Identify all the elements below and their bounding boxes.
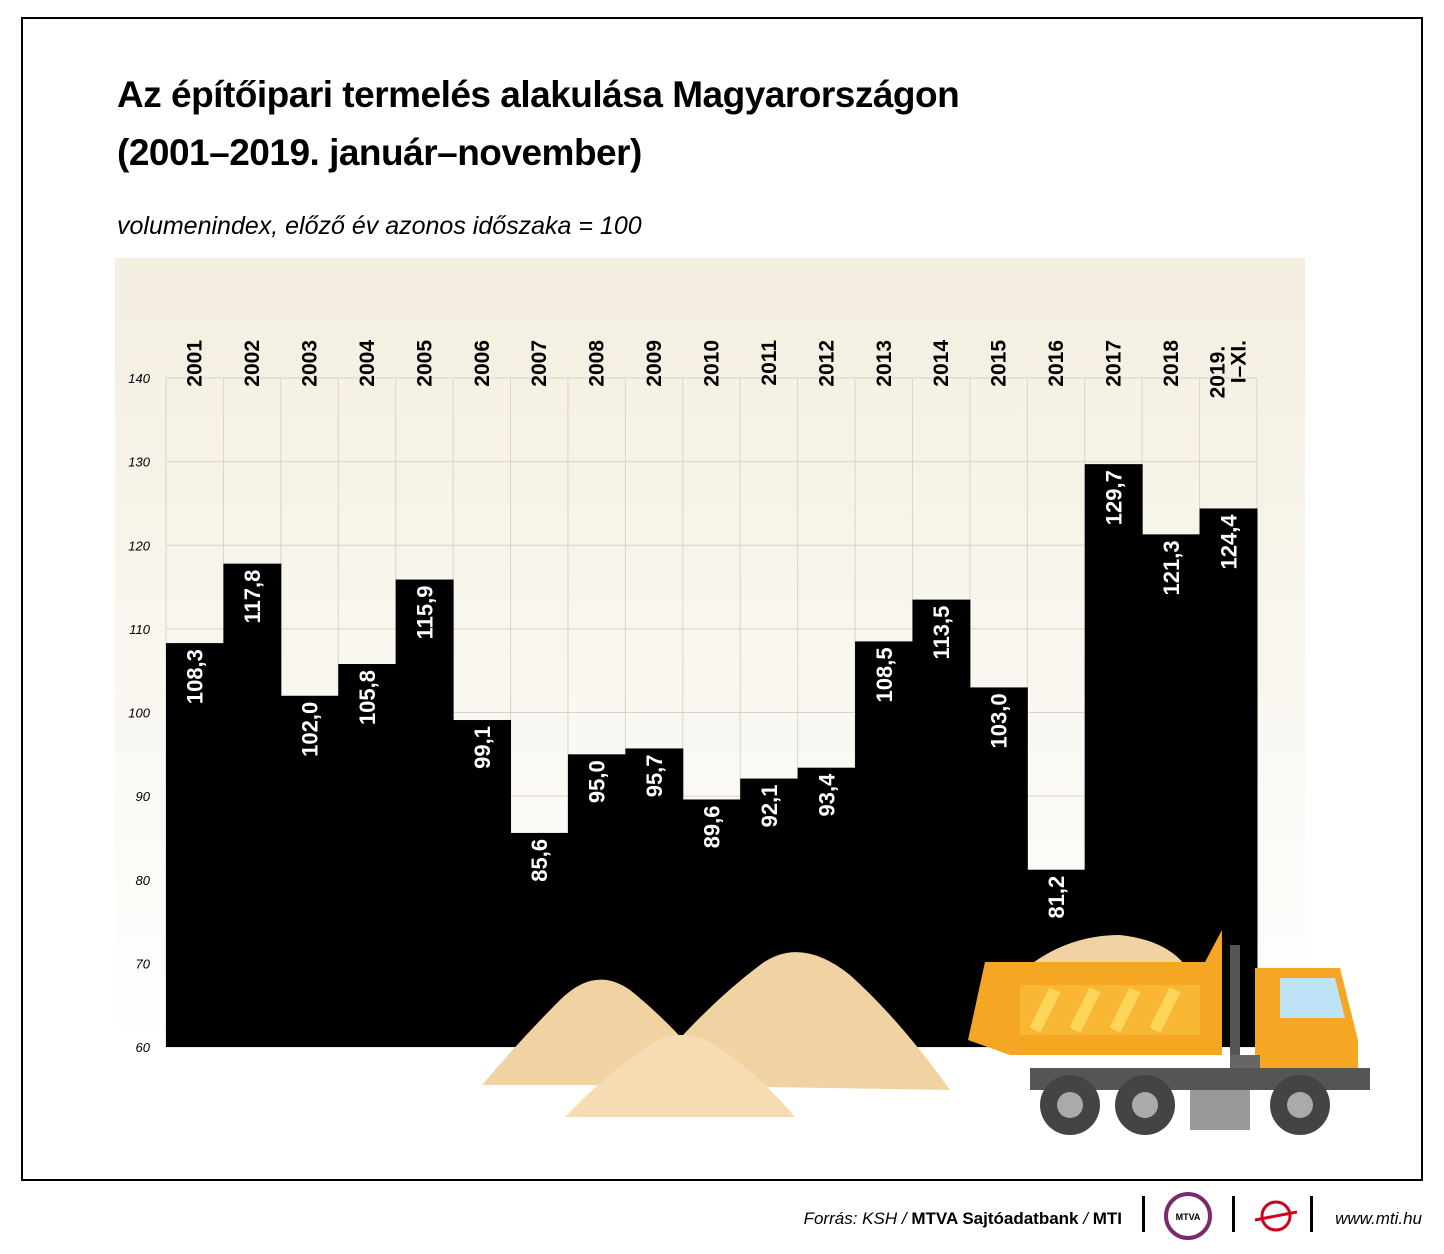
divider	[1310, 1196, 1313, 1232]
x-tick-label: 2004	[356, 340, 379, 387]
divider	[1232, 1196, 1235, 1232]
bar	[280, 695, 339, 1047]
divider	[1142, 1196, 1145, 1232]
bar	[395, 579, 454, 1047]
value-label: 89,6	[700, 805, 725, 848]
footer-source: Forrás: KSH	[804, 1209, 898, 1228]
logo	[1254, 1210, 1298, 1222]
y-tick-label: 90	[136, 789, 151, 804]
x-tick-label: 2013	[873, 340, 896, 387]
bar	[453, 720, 512, 1047]
footer-separator: /	[901, 1209, 909, 1228]
chart-title: (2001–2019. január–november)	[117, 132, 642, 173]
y-tick-label: 70	[136, 956, 151, 971]
footer-agency: MTI	[1093, 1209, 1122, 1228]
y-tick-label: 120	[128, 538, 150, 553]
x-tick-label: 2009	[643, 340, 666, 387]
value-label: 105,8	[355, 670, 380, 725]
bar	[855, 641, 913, 1047]
y-tick-label: 130	[128, 455, 150, 470]
value-label: 99,1	[470, 726, 495, 769]
value-label: 115,9	[412, 586, 437, 640]
value-label: 93,4	[814, 773, 839, 817]
value-label: 108,5	[872, 647, 897, 702]
bar	[338, 663, 397, 1047]
value-label: 95,7	[642, 754, 667, 797]
x-tick-label: 2016	[1045, 340, 1068, 387]
value-label: 81,2	[1044, 876, 1069, 919]
footer-url: www.mti.hu	[1335, 1209, 1422, 1228]
bar	[166, 643, 224, 1047]
frame	[21, 17, 1423, 1181]
logo	[1164, 1192, 1212, 1240]
value-label: 113,5	[929, 606, 954, 660]
value-label: 85,6	[527, 839, 552, 882]
x-tick-label: 2001	[184, 340, 207, 387]
value-label: 92,1	[757, 785, 782, 828]
value-label: 124,4	[1216, 514, 1241, 570]
x-tick-label: 2018	[1160, 340, 1183, 387]
x-tick-label: 2014	[930, 340, 953, 387]
logo	[1260, 1200, 1292, 1232]
x-tick-label: 2012	[815, 340, 838, 387]
x-tick-label: 2015	[988, 340, 1011, 387]
footer-separator: /	[1082, 1209, 1090, 1228]
value-label: 102,0	[298, 702, 323, 757]
value-label: 121,3	[1159, 540, 1184, 595]
x-tick-label: 2011	[758, 340, 781, 386]
x-tick-label: 2002	[241, 340, 264, 387]
value-label: 108,3	[183, 649, 208, 704]
y-tick-label: 100	[128, 706, 150, 721]
x-tick-label: 2007	[528, 340, 551, 387]
bar	[223, 563, 282, 1047]
value-label: 129,7	[1101, 470, 1126, 525]
y-tick-label: 80	[136, 873, 151, 888]
subtitle: volumenindex, előző év azonos időszaka =…	[117, 212, 642, 240]
x-tick-label: 2006	[471, 340, 494, 387]
y-tick-label: 60	[136, 1040, 151, 1055]
logo-text: MTVA	[1176, 1212, 1201, 1222]
x-tick-label: 2005	[413, 340, 436, 387]
footer-credit: Forrás: KSH / MTVA Sajtóadatbank / MTI	[804, 1209, 1122, 1228]
plot: 60 70 80 90 100 110 120 130 140 2001 108,3 2002 117,…	[128, 340, 1258, 1055]
x-tick-label: 2003	[299, 340, 322, 387]
bar	[912, 599, 971, 1047]
x-tick-label: 2019. I–XI.	[1206, 340, 1250, 398]
decoration	[482, 930, 1370, 1135]
x-tick-label: 2008	[586, 340, 609, 387]
x-tick-label: 2017	[1102, 340, 1125, 387]
value-label: 103,0	[987, 693, 1012, 748]
x-tick-label: 2010	[701, 340, 724, 387]
value-label: 117,8	[240, 570, 265, 624]
chart-title: Az építőipari termelés alakulása Magyaro…	[117, 74, 959, 115]
footer-publisher: MTVA Sajtóadatbank	[911, 1209, 1079, 1228]
y-tick-label: 140	[128, 371, 150, 386]
value-label: 95,0	[585, 760, 610, 803]
y-tick-label: 110	[129, 622, 150, 637]
